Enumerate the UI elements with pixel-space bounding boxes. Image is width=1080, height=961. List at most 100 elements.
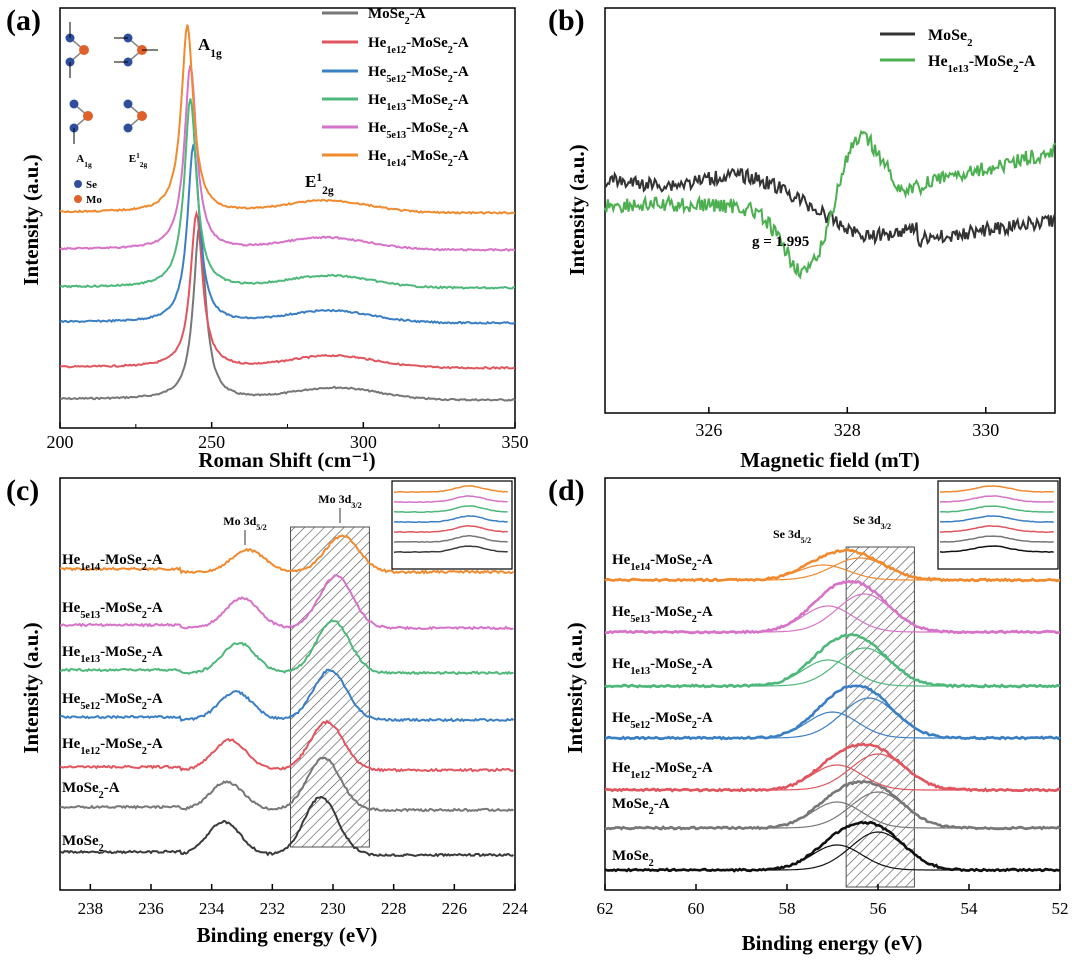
x-tick-label: 226 — [442, 899, 468, 918]
raman-curve-He5e13-MoSe2-A — [59, 64, 516, 252]
legend-text-He5e12-MoSe2-A: He5e12-MoSe2-A — [368, 64, 469, 85]
fit-component — [605, 844, 1060, 871]
x-axis-label-b: Magnetic field (mT) — [740, 448, 920, 472]
mode-label-E2g: E12g — [129, 151, 148, 169]
inset-curve — [393, 534, 508, 543]
panel-label-c: (c) — [6, 474, 39, 507]
curve-label-MoSe2-A: MoSe2-A — [62, 780, 120, 801]
x-tick-label: 250 — [198, 432, 225, 452]
x-tick-label: 238 — [78, 899, 104, 918]
se-atom — [123, 123, 133, 133]
x-tick-label: 228 — [381, 899, 407, 918]
x-ticks-c: 238 236 234 232 230 228 226 224 — [78, 884, 528, 918]
inset-c — [391, 480, 513, 570]
curve-label-He5e13-MoSe2-A: He5e13-MoSe2-A — [612, 604, 713, 625]
xps-se-curve-MoSe2 — [604, 820, 1061, 873]
xps-se-curve-He5e13-MoSe2-A — [604, 579, 1061, 635]
legend-a: MoSe2-A He1e12-MoSe2-A He5e12-MoSe2-A He1e1… — [322, 6, 469, 169]
fit-component — [605, 791, 1060, 829]
x-tick-label: 60 — [688, 899, 705, 918]
raman-curve-MoSe2-A — [59, 224, 516, 402]
mo-atom — [83, 111, 93, 121]
panel-label-d: (d) — [548, 474, 585, 507]
panel-a-raman: (a) 200 250 300 350 Roman Shift (cm⁻¹) Inte… — [6, 4, 529, 472]
curve-labels-c: MoSe2 MoSe2-A He1e12-MoSe2-A He5e12-MoSe2-A… — [62, 492, 362, 854]
fit-component — [605, 831, 1060, 871]
x-tick-label: 52 — [1052, 899, 1069, 918]
plot-frame-d — [604, 477, 1061, 891]
peak-label-E2g: E12g — [305, 171, 334, 197]
inset-legend-dot — [74, 195, 82, 203]
legend-text-MoSe2: MoSe2 — [928, 27, 973, 49]
inset-curve — [939, 505, 1054, 513]
curve-label-He1e14-MoSe2-A: He1e14-MoSe2-A — [612, 552, 713, 573]
inset-d — [937, 480, 1059, 570]
peak-labels-a: A1g E12g — [198, 35, 334, 197]
xps-mo-curve-He5e13-MoSe2-A — [60, 574, 514, 631]
curve-labels-d: MoSe2 MoSe2-A He1e12-MoSe2-A He5e12-MoSe2-A… — [612, 513, 891, 869]
xps-mo-curve-He1e14-MoSe2-A — [59, 534, 515, 575]
raman-curve-He1e12-MoSe2-A — [59, 209, 516, 370]
legend-b: MoSe2 He1e13-MoSe2-A — [880, 27, 1036, 75]
x-tick-label: 234 — [199, 899, 225, 918]
se3d-curves — [604, 548, 1061, 873]
legend-text-He1e12-MoSe2-A: He1e12-MoSe2-A — [368, 35, 469, 56]
inset-curve — [393, 505, 508, 514]
inset-curve — [939, 485, 1054, 493]
peak-label-mo3d32: Mo 3d3/2 — [318, 492, 361, 510]
inset-curve — [393, 485, 508, 494]
y-axis-label-d: Intensity (a.u.) — [563, 622, 587, 753]
xps-mo-curve-MoSe2 — [59, 795, 514, 858]
inset-curve — [393, 515, 508, 523]
curve-label-MoSe2: MoSe2 — [612, 848, 654, 869]
panel-label-a: (a) — [6, 4, 41, 37]
peak-label-se3d52: Se 3d5/2 — [773, 527, 811, 545]
curve-label-He5e12-MoSe2-A: He5e12-MoSe2-A — [62, 691, 163, 712]
xps-se-curve-He1e12-MoSe2-A — [604, 742, 1061, 793]
y-axis-label-c: Intensity (a.u.) — [19, 622, 43, 753]
xps-mo-curve-He1e13-MoSe2-A — [59, 618, 514, 676]
g-factor-annotation: g = 1.995 — [752, 234, 809, 250]
structure-inset-a: A1g E12g Se Mo — [65, 22, 158, 206]
x-tick-label: 350 — [502, 432, 529, 452]
x-tick-label: 326 — [695, 420, 722, 440]
x-tick-label: 230 — [320, 899, 346, 918]
curve-label-He1e13-MoSe2-A: He1e13-MoSe2-A — [612, 656, 713, 677]
curve-label-He1e12-MoSe2-A: He1e12-MoSe2-A — [62, 736, 163, 757]
x-tick-label: 300 — [350, 432, 377, 452]
x-ticks-a: 200 250 300 350 — [47, 422, 529, 452]
x-tick-label: 232 — [260, 899, 286, 918]
panel-c-xps-mo: (c) 238 236 234 232 230 228 226 224 Binding ene… — [6, 474, 528, 947]
legend-text-He1e13-MoSe2-A: He1e13-MoSe2-A — [368, 92, 469, 113]
se-atom — [69, 99, 79, 109]
mo-atom — [137, 111, 147, 121]
inset-curve — [939, 525, 1054, 533]
legend-text-He5e13-MoSe2-A: He5e13-MoSe2-A — [368, 120, 469, 141]
inset-legend-dot — [74, 180, 82, 188]
raman-curve-He1e13-MoSe2-A — [59, 98, 516, 290]
mo-atom — [79, 45, 89, 55]
fit-component — [605, 801, 1060, 829]
inset-legend-text: Se — [86, 179, 97, 191]
x-tick-label: 62 — [597, 899, 614, 918]
xps-mo-curve-MoSe2-A — [59, 756, 515, 813]
legend-text-He1e14-MoSe2-A: He1e14-MoSe2-A — [368, 148, 469, 169]
xps-mo-curve-He1e12-MoSe2-A — [59, 719, 514, 773]
xps-mo-curve-He5e12-MoSe2-A — [59, 668, 515, 723]
curve-label-He5e13-MoSe2-A: He5e13-MoSe2-A — [62, 600, 163, 621]
y-axis-label-a: Intensity (a.u.) — [19, 154, 43, 285]
curve-label-He1e13-MoSe2-A: He1e13-MoSe2-A — [62, 644, 163, 665]
curve-label-MoSe2: MoSe2 — [62, 833, 104, 854]
curve-label-MoSe2-A: MoSe2-A — [612, 796, 670, 817]
inset-curve — [393, 545, 508, 554]
xps-se-curve-MoSe2-A — [605, 779, 1061, 831]
hatched-region-c — [290, 526, 370, 848]
inset-curve — [393, 525, 508, 534]
x-tick-label: 330 — [972, 420, 999, 440]
curve-label-He5e12-MoSe2-A: He5e12-MoSe2-A — [612, 710, 713, 731]
inset-frame — [937, 480, 1059, 570]
raman-curve-He5e12-MoSe2-A — [59, 144, 516, 325]
xps-se-curve-He1e14-MoSe2-A — [604, 548, 1061, 583]
x-tick-label: 200 — [47, 432, 74, 452]
x-axis-label-d: Binding energy (eV) — [742, 931, 923, 955]
